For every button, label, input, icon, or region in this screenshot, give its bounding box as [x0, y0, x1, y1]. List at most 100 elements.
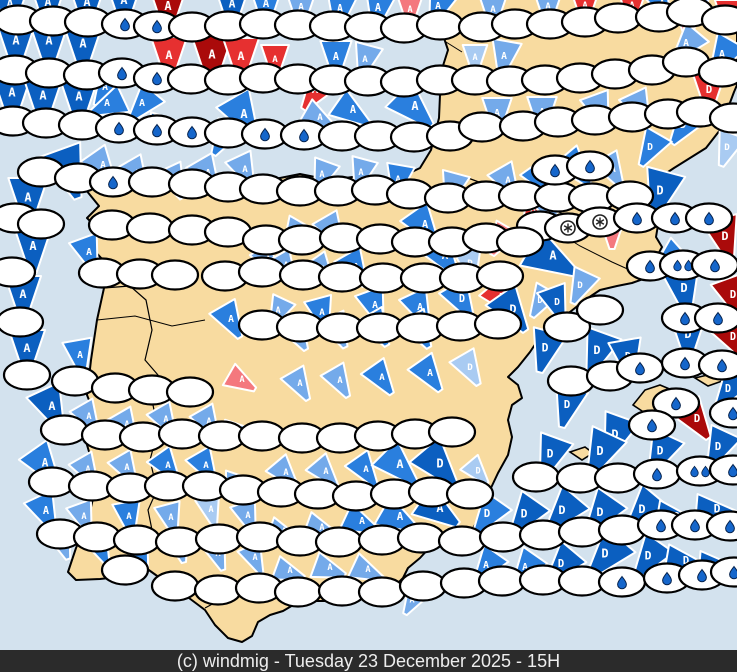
station-ellipse	[237, 256, 287, 288]
station-ellipse	[597, 566, 647, 598]
station-ellipse	[112, 524, 162, 556]
wind-arrow-letter: A	[395, 174, 401, 185]
sky-state-ellipse	[194, 523, 244, 555]
wind-arrow-letter: A	[545, 1, 551, 12]
wind-arrow-letter: D	[706, 83, 713, 96]
caption-bar: (c) windmig - Tuesday 23 December 2025 -…	[0, 650, 737, 672]
river-line	[445, 41, 463, 53]
wind-arrow: A	[406, 351, 444, 394]
station-ellipse	[627, 409, 677, 441]
sky-state-ellipse	[511, 461, 561, 493]
wind-arrow-letter: A	[100, 160, 106, 171]
wind-arrow-letter: A	[77, 350, 83, 361]
rain-drop-icon	[617, 575, 627, 590]
station-ellipse	[279, 119, 329, 151]
sky-state-ellipse	[39, 414, 89, 446]
sky-state-ellipse	[235, 521, 285, 553]
station-ellipse	[575, 206, 625, 238]
wind-arrow-letter: A	[165, 460, 171, 471]
station-ellipse	[235, 521, 285, 553]
station-ellipse	[511, 461, 561, 493]
wind-arrow-letter: A	[239, 375, 244, 385]
wind-arrow-letter: A	[337, 376, 343, 386]
wind-arrow-letter: A	[358, 168, 364, 178]
station-ellipse	[693, 302, 737, 334]
sky-state-ellipse	[125, 212, 175, 244]
sky-state-ellipse	[593, 2, 643, 34]
station-ellipse	[615, 352, 665, 384]
sky-state-ellipse	[708, 397, 737, 429]
wind-arrow-letter: D	[521, 507, 528, 521]
caption-text: (c) windmig - Tuesday 23 December 2025 -…	[176, 651, 561, 671]
wind-arrow-shape	[448, 347, 482, 387]
station-ellipse	[132, 10, 182, 42]
rain-drop-icon	[671, 396, 681, 411]
wind-arrow: D	[569, 265, 601, 306]
station-ellipse	[150, 259, 200, 291]
wind-arrow-letter: A	[139, 98, 145, 109]
station-ellipse	[357, 576, 407, 608]
sky-state-ellipse	[165, 376, 215, 408]
sky-state-ellipse	[415, 9, 465, 41]
wind-arrow-shape	[406, 351, 444, 394]
station-ellipse	[445, 478, 495, 510]
rain-drop-icon	[652, 467, 662, 482]
station-ellipse	[0, 306, 45, 338]
rain-drop-icon	[725, 519, 735, 534]
wind-arrow-letter: A	[44, 0, 51, 9]
station-ellipse	[415, 9, 465, 41]
wind-arrow-letter: A	[582, 0, 588, 11]
wind-arrow-letter: A	[435, 1, 441, 12]
wind-arrow-letter: D	[564, 398, 571, 411]
wind-arrow: A	[279, 364, 312, 403]
wind-arrow-letter: A	[79, 37, 87, 51]
wind-arrow-letter: A	[417, 302, 423, 313]
sky-state-ellipse	[2, 359, 52, 391]
wind-arrow: D	[637, 126, 673, 168]
rain-drop-icon	[717, 358, 727, 373]
wind-arrow-letter: D	[484, 507, 491, 520]
rain-drop-icon	[697, 568, 707, 583]
wind-arrow-letter: A	[39, 89, 47, 103]
station-ellipse	[593, 2, 643, 34]
wind-arrow-letter: D	[638, 502, 645, 516]
sky-state-ellipse	[437, 525, 487, 557]
wind-arrow-letter: D	[467, 362, 473, 373]
wind-arrow-letter: A	[242, 164, 248, 175]
wind-arrow-shape	[221, 362, 258, 393]
sky-state-ellipse	[358, 262, 408, 294]
rain-drop-icon	[585, 159, 595, 174]
wind-arrow-letter: A	[422, 218, 429, 231]
wind-arrow-letter: A	[23, 341, 30, 355]
station-ellipse	[575, 294, 625, 326]
wind-arrow-letter: A	[124, 420, 130, 430]
station-ellipse	[2, 359, 52, 391]
wind-arrow-letter: D	[683, 554, 690, 567]
wind-arrow: D	[717, 128, 737, 168]
sky-state-ellipse	[398, 570, 448, 602]
station-ellipse	[150, 570, 200, 602]
sky-state-ellipse	[473, 308, 523, 340]
wind-arrow-letter: A	[203, 460, 209, 471]
rain-drop-icon	[713, 311, 723, 326]
wind-arrow-letter: D	[694, 412, 701, 425]
wind-arrow-letter: A	[245, 511, 251, 521]
sky-state-ellipse	[708, 454, 737, 486]
wind-arrow-letter: D	[684, 327, 691, 341]
wind-arrow-letter: A	[229, 0, 236, 11]
station-ellipse	[690, 249, 737, 281]
wind-map: A A A A A A A A A A A A A A A A A A A A A A A A A A A A A A A A A A A A A A A A…	[0, 0, 737, 643]
sky-state-ellipse	[357, 576, 407, 608]
rain-drop-icon	[632, 211, 642, 226]
wind-arrow-letter: A	[490, 4, 496, 15]
sky-state-ellipse	[396, 522, 446, 554]
wind-arrow-letter: D	[724, 142, 730, 153]
sky-state-ellipse	[154, 526, 204, 558]
station-ellipse	[457, 111, 507, 143]
wind-arrow-letter: D	[657, 444, 664, 458]
wind-arrow-letter: A	[29, 239, 37, 253]
station-ellipse	[708, 102, 737, 134]
wind-arrow-letter: D	[656, 184, 663, 198]
station-ellipse	[565, 150, 615, 182]
